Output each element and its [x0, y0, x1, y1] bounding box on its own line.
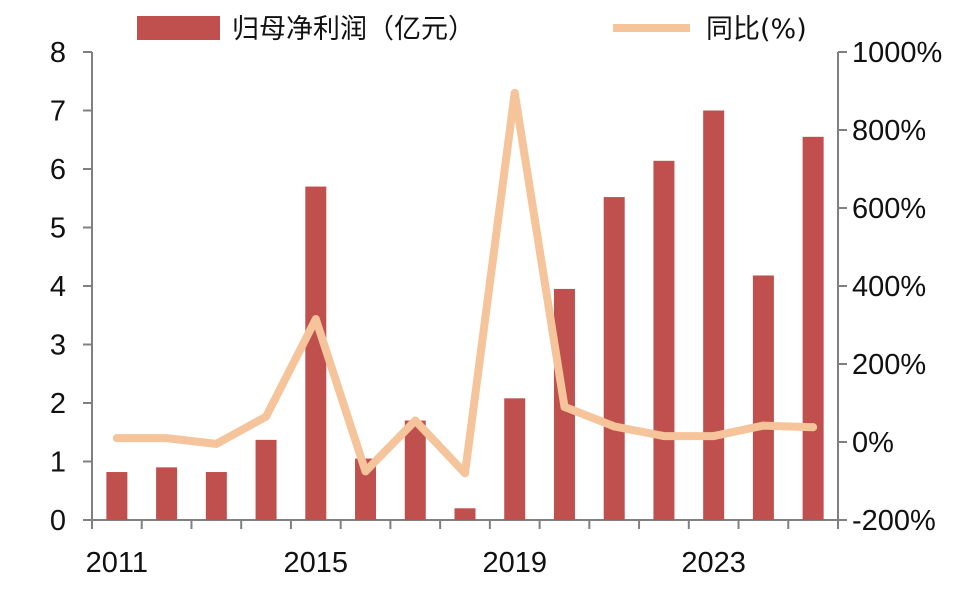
bar-2016 — [355, 458, 377, 520]
bar-2011 — [106, 472, 128, 520]
left-tick-label: 1 — [50, 447, 66, 479]
x-axis-ticks: 2011 2015 2019 2023 — [86, 520, 839, 579]
left-tick-label: 8 — [50, 37, 66, 69]
bar-2024 — [752, 275, 774, 520]
yoy-point-2014 — [262, 412, 271, 421]
left-tick-label: 6 — [50, 154, 66, 186]
yoy-point-2011 — [112, 434, 121, 443]
left-tick-label: 3 — [50, 330, 66, 362]
bar-2017 — [404, 420, 426, 520]
bar-series-net-profit — [106, 110, 824, 521]
yoy-point-2024 — [759, 421, 768, 430]
yoy-point-2019 — [510, 88, 519, 97]
legend-label-net-profit: 归母净利润（亿元） — [232, 14, 475, 45]
right-tick-label: -200% — [852, 505, 936, 537]
bar-2012 — [156, 467, 178, 520]
right-tick-label: 0% — [852, 427, 894, 459]
bar-2014 — [255, 439, 277, 520]
yoy-point-2020 — [560, 402, 569, 411]
left-tick-label: 2 — [50, 388, 66, 420]
bar-2015 — [305, 186, 327, 521]
bar-2022 — [653, 160, 675, 520]
bar-2023 — [703, 110, 725, 520]
right-axis-ticks: -200% 0% 200% 400% 600% 800% 1000% — [838, 37, 942, 537]
bar-2021 — [603, 197, 625, 520]
yoy-point-2022 — [659, 432, 668, 441]
right-tick-label: 600% — [852, 193, 926, 225]
yoy-point-2023 — [709, 432, 718, 441]
left-tick-label: 4 — [50, 271, 66, 303]
x-tick-label: 2019 — [482, 547, 547, 579]
bar-2019 — [504, 398, 526, 520]
yoy-point-2017 — [411, 416, 420, 425]
right-tick-label: 1000% — [852, 37, 942, 69]
legend: 归母净利润（亿元） 同比(%) — [137, 14, 807, 45]
line-series-yoy — [112, 88, 818, 478]
left-tick-label: 7 — [50, 96, 66, 128]
right-tick-label: 200% — [852, 349, 926, 381]
right-tick-label: 400% — [852, 271, 926, 303]
bar-2018 — [454, 508, 476, 520]
yoy-point-2012 — [162, 434, 171, 443]
right-tick-label: 800% — [852, 115, 926, 147]
legend-swatch-net-profit — [137, 16, 220, 40]
yoy-point-2021 — [610, 422, 619, 431]
bar-2025 — [802, 136, 824, 520]
left-tick-label: 0 — [50, 505, 66, 537]
yoy-point-2018 — [461, 469, 469, 478]
legend-label-yoy: 同比(%) — [706, 14, 807, 45]
left-tick-label: 5 — [50, 213, 66, 245]
x-tick-label: 2011 — [86, 547, 148, 579]
yoy-point-2013 — [212, 439, 221, 448]
yoy-point-2025 — [809, 423, 818, 432]
x-tick-label: 2023 — [681, 547, 746, 579]
yoy-point-2015 — [311, 315, 320, 324]
left-axis-ticks: 0 1 2 3 4 5 6 7 8 — [50, 37, 92, 537]
x-tick-label: 2015 — [284, 547, 349, 579]
yoy-point-2016 — [361, 467, 370, 476]
bar-2013 — [205, 472, 227, 520]
